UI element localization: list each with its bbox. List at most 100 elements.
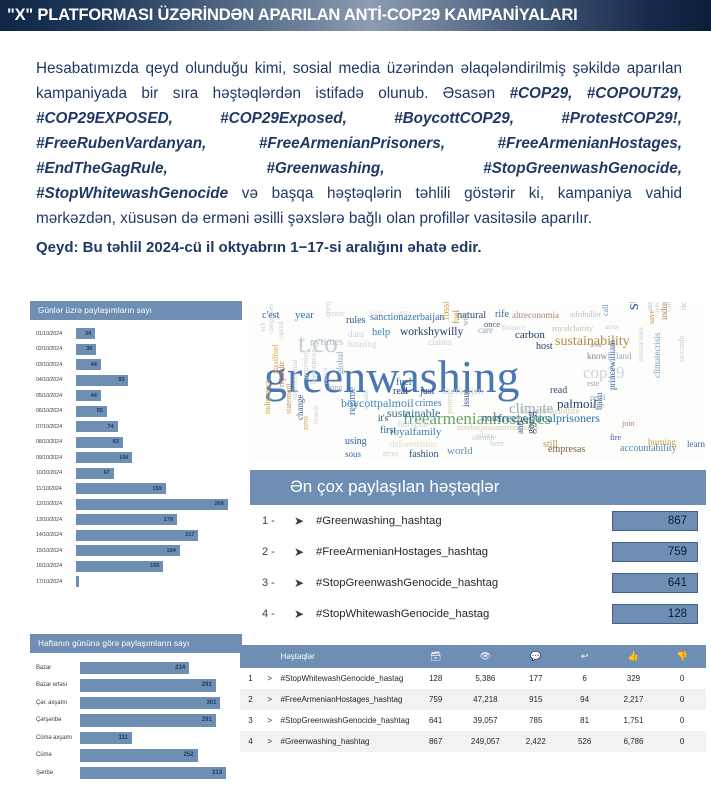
bar-track: 159 [76, 483, 234, 495]
top-hashtag-name: #StopGreenwashGenocide_hashtag [316, 576, 499, 589]
bar-value-label: 44 [90, 392, 97, 399]
intro-hashtag-list: #COP29, #COPOUT29, #COP29EXPOSED, #COP29… [36, 85, 682, 202]
wordcloud-word: palmoil [557, 396, 597, 411]
wordcloud-word: burning [648, 437, 676, 447]
wordcloud-word: cop29 [583, 363, 625, 382]
th-views[interactable]: 👁 [459, 645, 512, 668]
wordcloud-word: siccardo [677, 335, 686, 362]
wordcloud-word: natural [457, 310, 487, 321]
expand-chevron-icon[interactable]: > [267, 695, 273, 704]
chart-posts-per-day: Günlər üzrə paylaşımların sayı 01/10/202… [30, 301, 242, 594]
wordcloud-word: real [393, 386, 408, 397]
th-comments[interactable]: 💬 [511, 645, 561, 668]
top-hashtag-row[interactable]: 3 - ➤ #StopGreenwashGenocide_hashtag 641 [250, 567, 706, 598]
bar-value-label: 74 [107, 423, 114, 430]
bar-value-label: 291 [201, 682, 212, 689]
wordcloud-word: boycott4wildlife [520, 406, 580, 416]
bar-value-label: 93 [118, 377, 125, 384]
table-row[interactable]: 3 > #StopGreenwashGenocide_hashtag 641 39,05… [240, 710, 706, 731]
bar-track: 74 [76, 421, 234, 433]
wordcloud-word: fuel [396, 377, 412, 388]
bar-row: Bazar ertəsi 291 [36, 677, 234, 695]
row-retweets: 81 [580, 716, 590, 725]
intro-paragraph: Hesabatımızda qeyd olunduğu kimi, sosial… [36, 56, 682, 231]
wordcloud-word: here [490, 439, 504, 448]
bar: 234 [80, 661, 190, 674]
wordcloud-word: first [380, 425, 397, 436]
bar-track: 34 [76, 328, 234, 340]
bar-row: 10/10/2024 67 [36, 466, 234, 482]
row-hashtag-name: #StopWhitewashGenocide_hastag [280, 674, 404, 683]
top-hashtags-panel: Ən çox paylaşılan həştəqlər 1 - ➤ #Greenwa… [250, 470, 706, 629]
wordcloud-word: know [587, 351, 607, 361]
bar-value-label: 100 [119, 454, 129, 461]
wordcloud-word: este [587, 379, 600, 388]
wordcloud-word: workshywilly [400, 326, 464, 338]
wordcloud-word: help [372, 327, 391, 338]
page-banner: "X" PLATFORMASI ÜZƏRİNDƏN APARILAN ANTİ-… [0, 0, 711, 31]
bar-row: 04/10/2024 93 [36, 373, 234, 389]
wordcloud-word: boycottcop29 [309, 340, 318, 384]
wordcloud-word: energy [323, 302, 332, 317]
bar: 179 [76, 514, 177, 526]
bar-category-label: 16/10/2024 [36, 563, 62, 570]
top-hashtag-row[interactable]: 1 - ➤ #Greenwashing_hashtag 867 [250, 505, 706, 536]
top-hashtag-name: #Greenwashing_hashtag [316, 514, 442, 527]
posts-icon: 🗃 [429, 651, 442, 661]
table-row[interactable]: 4 > #Greenwashing_hashtag 867 249,057 2,422 52… [240, 731, 706, 752]
top-hashtag-row[interactable]: 4 - ➤ #StopWhitewashGenocide_hastag 128 [250, 598, 706, 629]
th-hashtags[interactable]: Həştəqlər [278, 645, 412, 668]
top-hashtag-row[interactable]: 2 - ➤ #FreeArmenianHostages_hashtag 759 [250, 536, 706, 567]
th-likes[interactable]: 👍 [608, 645, 659, 668]
bar-row: 08/10/2024 83 [36, 435, 234, 451]
wordcloud-word: finance [502, 323, 526, 332]
bar-track: 67 [76, 467, 234, 479]
row-hashtag-name: #Greenwashing_hashtag [280, 737, 370, 746]
bar-track: 217 [76, 529, 234, 541]
wordcloud-word: global [335, 351, 345, 375]
bar-track: 155 [76, 560, 234, 572]
intro-text-block: Hesabatımızda qeyd olunduğu kimi, sosial… [36, 56, 682, 260]
wordcloud-word: climate [509, 401, 554, 417]
wordcloud-word: sustainable [387, 406, 441, 420]
bar-row: Bazar 234 [36, 659, 234, 677]
th-retweets[interactable]: ↩ [560, 645, 609, 668]
top-hashtag-count: 867 [612, 510, 698, 531]
wordcloud-word: accountability [620, 443, 677, 454]
thumbs-up-icon: 👍 [627, 651, 640, 661]
expand-chevron-icon[interactable]: > [267, 737, 273, 746]
row-posts: 128 [428, 674, 443, 683]
bar: 159 [76, 483, 166, 495]
bar-category-label: 12/10/2024 [36, 501, 62, 508]
bar-track: 301 [80, 696, 234, 709]
chart-posts-per-weekday: Haftanın gününə görə paylaşımların sayı … [30, 634, 242, 786]
row-posts: 641 [428, 716, 443, 725]
wordcloud-word: russia [321, 367, 329, 384]
table-header-row: Həştəqlər 🗃 👁 💬 ↩ 👍 👎 [240, 645, 706, 668]
table-row[interactable]: 1 > #StopWhitewashGenocide_hastag 128 5,386 1… [240, 668, 706, 689]
bar-track: 313 [80, 766, 234, 779]
hashtag-word-cloud: greenwashing freearmenianhostages stopgree… [250, 302, 706, 460]
wordcloud-word: it's [378, 413, 389, 423]
bar: 301 [80, 696, 221, 709]
bar-category-label: Cümə axşamı [36, 734, 72, 741]
th-dislikes[interactable]: 👎 [658, 645, 706, 668]
bar-category-label: 06/10/2024 [36, 408, 62, 415]
wordcloud-word: world [447, 445, 473, 457]
bar: 155 [76, 560, 164, 572]
table-row[interactable]: 2 > #FreeArmenianHostages_hashtag 759 47,218… [240, 689, 706, 710]
expand-chevron-icon[interactable]: > [267, 716, 273, 725]
send-icon: ➤ [294, 575, 305, 590]
eye-icon: 👁 [479, 651, 492, 661]
wordcloud-word: t.co [298, 328, 338, 358]
bar-row: Çərşənbə 291 [36, 712, 234, 730]
bar-track: 179 [76, 514, 234, 526]
row-posts: 759 [428, 695, 443, 704]
bar-value-label: 155 [150, 563, 160, 570]
wordcloud-word: fuel [451, 310, 461, 324]
top-hashtag-count: 759 [612, 541, 698, 562]
bar-value-label: 269 [214, 501, 224, 508]
row-likes: 2,217 [623, 695, 644, 704]
expand-chevron-icon[interactable]: > [267, 674, 273, 683]
th-posts[interactable]: 🗃 [411, 645, 460, 668]
